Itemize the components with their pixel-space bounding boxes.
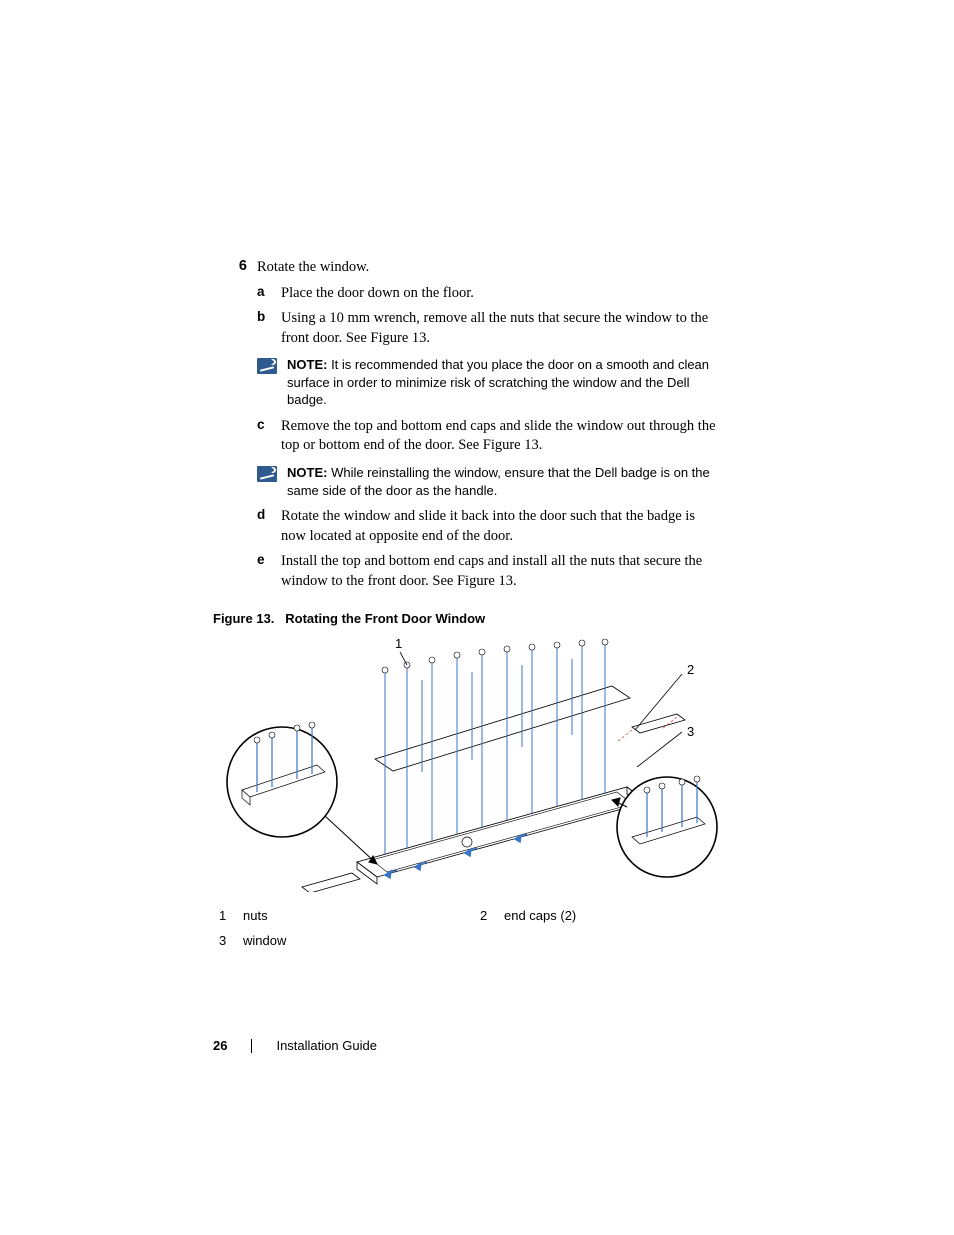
legend-label: window bbox=[243, 933, 286, 948]
note-icon bbox=[257, 358, 277, 374]
substep-text: Remove the top and bottom end caps and s… bbox=[281, 417, 719, 456]
figure-caption: Figure 13. Rotating the Front Door Windo… bbox=[213, 611, 741, 626]
legend-num: 2 bbox=[480, 908, 504, 923]
legend-row-1: 1 nuts 2 end caps (2) bbox=[219, 908, 741, 923]
figure-caption-title: Rotating the Front Door Window bbox=[285, 611, 485, 626]
footer-title: Installation Guide bbox=[276, 1038, 376, 1053]
substep-letter: d bbox=[257, 507, 281, 522]
footer-page-number: 26 bbox=[213, 1038, 227, 1053]
substep-b: b Using a 10 mm wrench, remove all the n… bbox=[257, 309, 741, 348]
note-text: NOTE: While reinstalling the window, ens… bbox=[287, 464, 727, 499]
substep-letter: b bbox=[257, 309, 281, 324]
substep-text: Using a 10 mm wrench, remove all the nut… bbox=[281, 309, 719, 348]
note-text: NOTE: It is recommended that you place t… bbox=[287, 356, 727, 409]
legend-cell: 3 window bbox=[219, 933, 499, 948]
legend-cell: 1 nuts bbox=[219, 908, 480, 923]
substep-d: d Rotate the window and slide it back in… bbox=[257, 507, 741, 546]
callout-2: 2 bbox=[687, 662, 694, 677]
legend-label: nuts bbox=[243, 908, 268, 923]
note-body: It is recommended that you place the doo… bbox=[287, 357, 709, 407]
legend-label: end caps (2) bbox=[504, 908, 576, 923]
substep-letter: e bbox=[257, 552, 281, 567]
substep-letter: a bbox=[257, 284, 281, 299]
substep-letter: c bbox=[257, 417, 281, 432]
substep-e: e Install the top and bottom end caps an… bbox=[257, 552, 741, 591]
figure-caption-prefix: Figure 13. bbox=[213, 611, 274, 626]
figure-legend: 1 nuts 2 end caps (2) 3 window bbox=[219, 908, 741, 948]
note-label: NOTE: bbox=[287, 465, 327, 480]
page-content: 6 Rotate the window. a Place the door do… bbox=[0, 0, 954, 1053]
legend-cell: 2 end caps (2) bbox=[480, 908, 741, 923]
note-label: NOTE: bbox=[287, 357, 327, 372]
step-title: Rotate the window. bbox=[257, 258, 369, 278]
legend-num: 3 bbox=[219, 933, 243, 948]
substep-text: Place the door down on the floor. bbox=[281, 284, 474, 304]
substep-text: Install the top and bottom end caps and … bbox=[281, 552, 719, 591]
note-body: While reinstalling the window, ensure th… bbox=[287, 465, 710, 498]
callout-1: 1 bbox=[395, 636, 402, 651]
note-1: NOTE: It is recommended that you place t… bbox=[257, 356, 741, 409]
figure-13: 1 2 3 bbox=[217, 632, 737, 892]
substep-a: a Place the door down on the floor. bbox=[257, 284, 741, 304]
figure-svg: 1 2 3 bbox=[217, 632, 737, 892]
step-6: 6 Rotate the window. bbox=[213, 258, 741, 278]
legend-row-2: 3 window bbox=[219, 933, 741, 948]
note-2: NOTE: While reinstalling the window, ens… bbox=[257, 464, 741, 499]
note-icon bbox=[257, 466, 277, 482]
page-footer: 26 Installation Guide bbox=[213, 1038, 741, 1053]
legend-num: 1 bbox=[219, 908, 243, 923]
step-number: 6 bbox=[213, 258, 247, 274]
substep-c: c Remove the top and bottom end caps and… bbox=[257, 417, 741, 456]
callout-3: 3 bbox=[687, 724, 694, 739]
substep-text: Rotate the window and slide it back into… bbox=[281, 507, 719, 546]
footer-separator bbox=[251, 1039, 252, 1053]
